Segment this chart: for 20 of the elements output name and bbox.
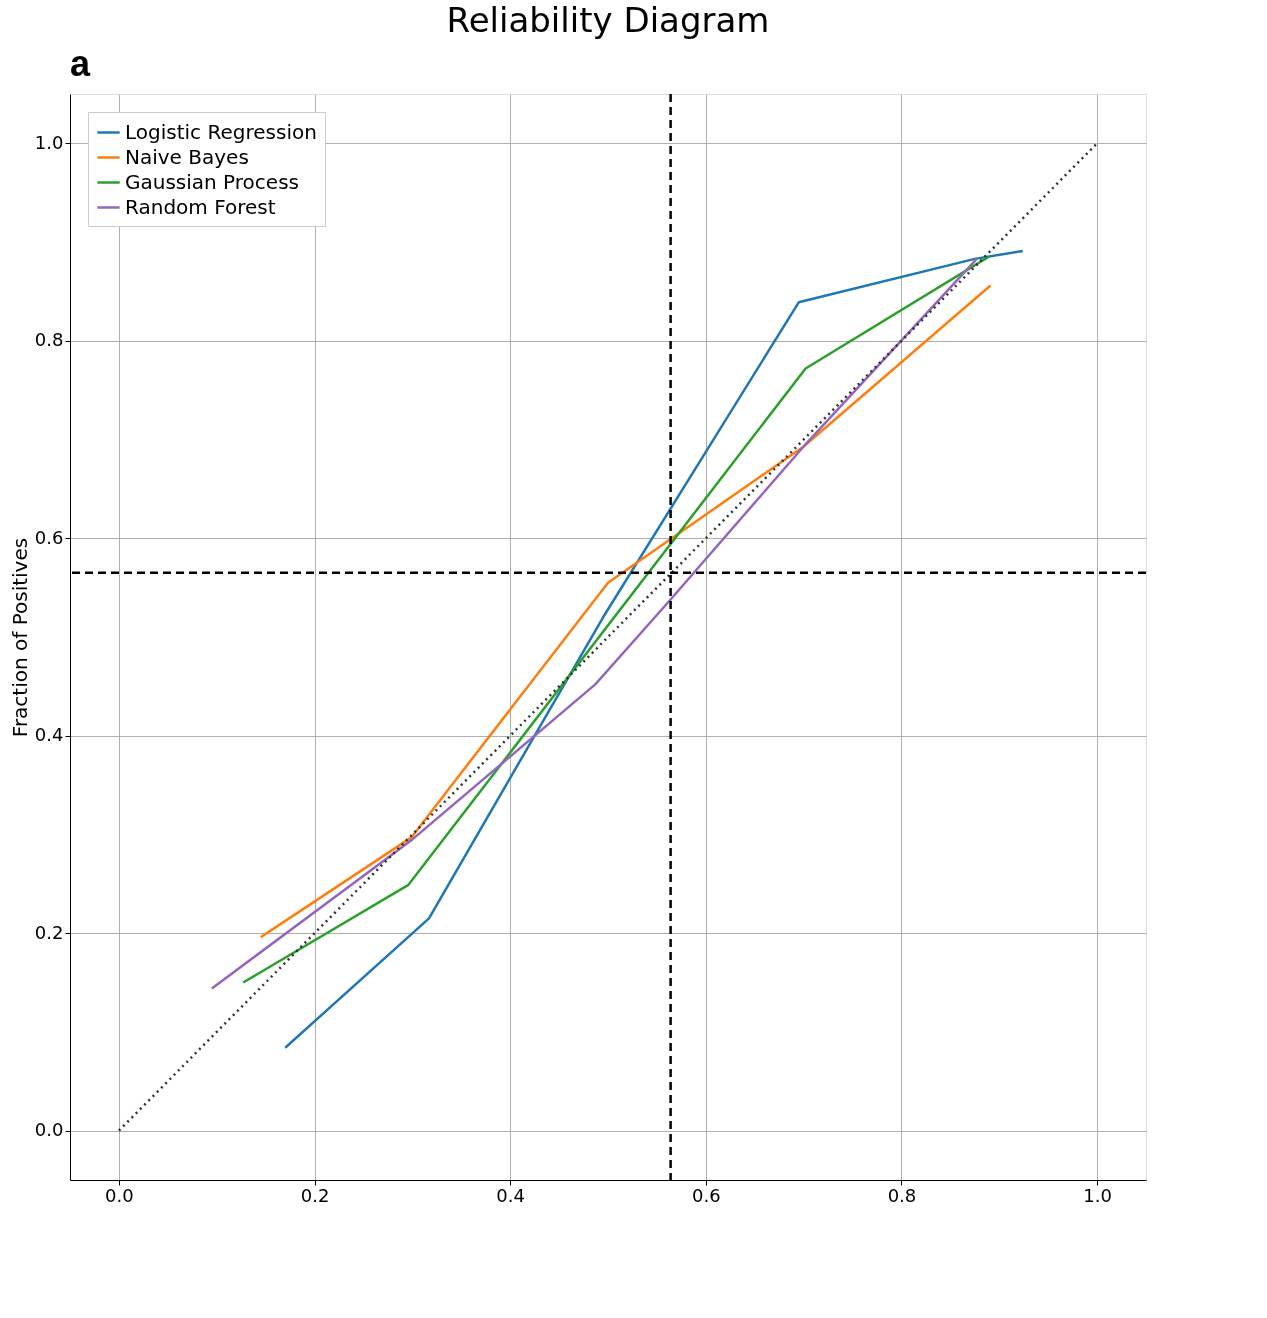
y-tick-label: 1.0 xyxy=(34,131,64,153)
y-tick-label: 0.0 xyxy=(34,1119,64,1141)
x-tick-label: 0.8 xyxy=(887,1184,917,1206)
y-tick-label: 0.8 xyxy=(34,329,64,351)
line-series xyxy=(283,249,1024,1049)
legend-label: Logistic Regression xyxy=(125,119,317,144)
chart-title: Reliability Diagram xyxy=(446,0,770,40)
legend-label: Gaussian Process xyxy=(125,169,299,194)
y-tick-label: 0.4 xyxy=(34,724,64,746)
y-tick-label: 0.6 xyxy=(34,526,64,548)
x-tick-label: 0.4 xyxy=(496,1184,525,1206)
y-tick-label: 0.2 xyxy=(34,921,64,943)
x-tick-label: 0.2 xyxy=(300,1184,330,1206)
x-tick-label: 0.6 xyxy=(692,1184,721,1206)
x-tick-label: 0.0 xyxy=(105,1184,134,1206)
x-tick-label: 1.0 xyxy=(1083,1184,1112,1206)
legend-label: Random Forest xyxy=(125,194,276,219)
y-axis-title: Fraction of Positives xyxy=(7,537,32,738)
text: a xyxy=(70,43,91,84)
legend-label: Naive Bayes xyxy=(125,144,249,169)
